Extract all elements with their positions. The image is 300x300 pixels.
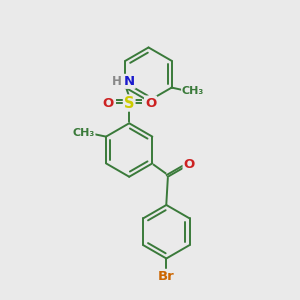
Text: O: O: [145, 97, 156, 110]
Text: H: H: [112, 75, 122, 88]
Text: N: N: [124, 75, 135, 88]
Text: O: O: [184, 158, 195, 171]
Text: CH₃: CH₃: [182, 85, 204, 96]
Text: CH₃: CH₃: [72, 128, 94, 138]
Text: S: S: [124, 95, 134, 110]
Text: Br: Br: [158, 270, 175, 283]
Text: O: O: [102, 97, 113, 110]
